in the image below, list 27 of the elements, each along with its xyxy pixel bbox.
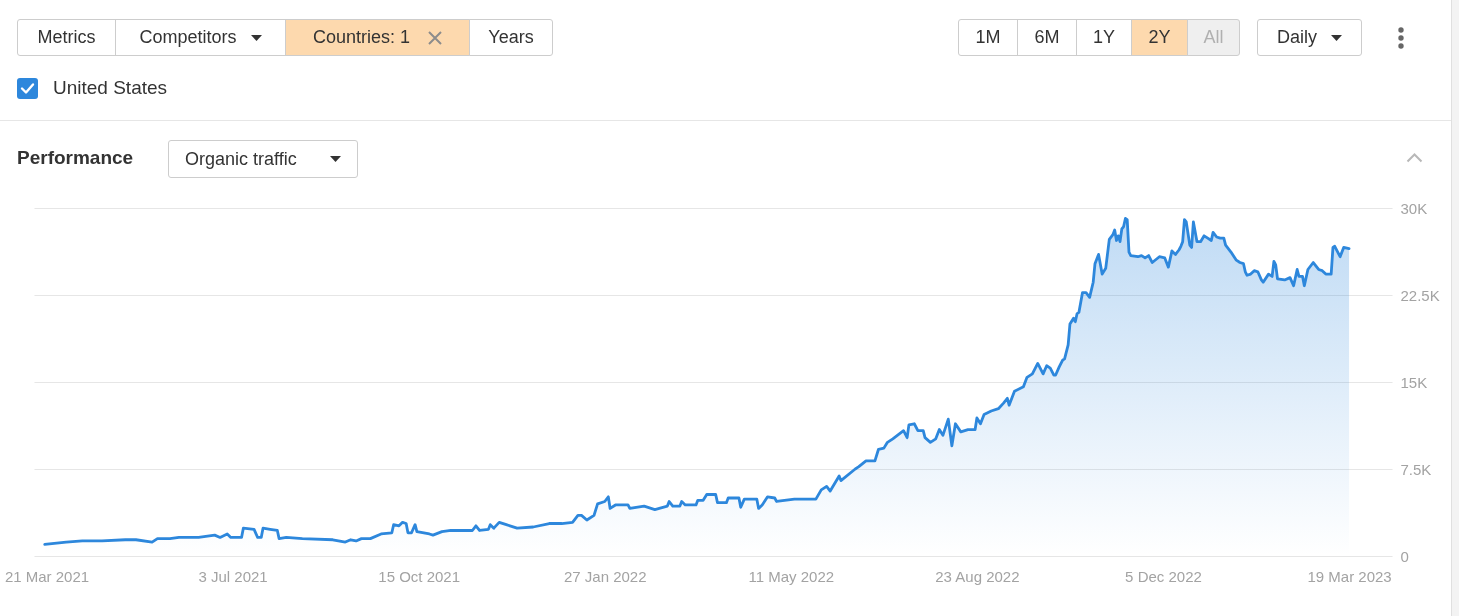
button: 6M [1017,19,1077,56]
y-tick-label: 0 [1400,547,1409,565]
y-tick-label: 7.5K [1400,460,1432,478]
y-tick-label: 30K [1400,199,1428,217]
button: Years [469,19,553,56]
dropdown: Competitors [115,19,286,56]
x-tick-label: 21 Mar 2021 [4,567,90,585]
x-tick-label: 23 Aug 2022 [935,567,1020,585]
button: All [1187,19,1240,56]
y-tick-label: 15K [1400,373,1428,391]
button: Countries: 1 [285,19,470,56]
legend-label: United States [53,77,168,99]
chart-subtitle: Organic traffic [185,148,297,170]
button: 1M [958,19,1018,56]
button: 1Y [1076,19,1132,56]
x-tick-label: 5 Dec 2022 [1125,567,1202,585]
x-tick-label: 3 Jul 2021 [198,567,268,585]
dropdown: Daily [1257,19,1362,56]
button: Metrics [17,19,116,56]
x-tick-label: 19 Mar 2023 [1307,567,1392,585]
chart-title: Performance [17,147,134,169]
button: 2Y [1131,19,1188,56]
y-tick-label: 22.5K [1400,286,1440,304]
dropdown: Organic traffic [168,140,358,178]
x-tick-label: 11 May 2022 [748,567,835,585]
x-tick-label: 15 Oct 2021 [378,567,461,585]
x-tick-label: 27 Jan 2022 [563,567,647,585]
